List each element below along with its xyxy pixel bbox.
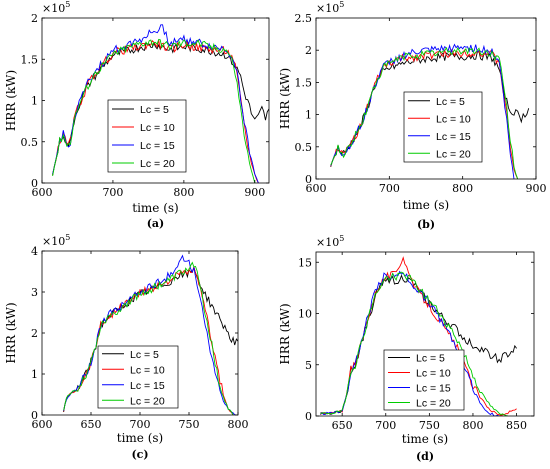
chart-panel-1: 600 700 800 900 0 0.5 1 1.5 2 ×105 time (s) HRR (kW…	[4, 0, 270, 230]
legend-entry: Lc = 15	[416, 383, 451, 395]
y-tick-label: 5	[305, 359, 312, 372]
x-axis-label: time (s)	[117, 431, 163, 445]
y-tick-label: 0	[31, 409, 38, 422]
legend-entry: Lc = 5	[140, 104, 169, 116]
y-tick-label: 0	[31, 177, 38, 190]
x-tick-label: 600	[306, 182, 327, 195]
series-line-lc5	[330, 51, 530, 168]
series-line-lc15	[63, 254, 237, 415]
y-tick-label: 2	[31, 12, 38, 25]
legend-box	[97, 345, 179, 409]
chart-panel-3: 600 650 700 750 800 0 1 2 3 4 ×105 time (s) HRR (kW)…	[4, 233, 249, 461]
legend-entry: Lc = 5	[416, 353, 445, 365]
y-tick-label: 1.5	[21, 53, 39, 66]
exponent-label: ×105	[42, 233, 70, 248]
plot-frame	[315, 17, 537, 180]
y-tick-label: 0	[305, 410, 312, 423]
y-axis-label: HRR (kW)	[4, 70, 18, 131]
exponent-label: ×105	[42, 0, 70, 15]
y-tick-label: 2.5	[295, 12, 313, 25]
y-tick-label: 2	[31, 327, 38, 340]
panel-label: (c)	[131, 448, 148, 461]
x-tick-label: 800	[173, 186, 194, 199]
series-line-lc20	[63, 261, 234, 415]
x-tick-label: 900	[526, 182, 547, 195]
chart-panel-2: 600 700 800 900 0 0.5 1 1.5 2 2.5×105 time (s) HRR …	[278, 0, 547, 231]
legend-entry: Lc = 20	[416, 398, 451, 410]
x-tick-label: 850	[506, 419, 527, 432]
legend-entry: Lc = 15	[140, 140, 175, 152]
x-tick-label: 800	[228, 418, 249, 431]
legend-box	[403, 91, 483, 163]
y-axis-label: HRR (kW)	[4, 302, 18, 363]
x-tick-label: 600	[32, 186, 53, 199]
legend-entry: Lc = 20	[436, 148, 471, 160]
y-axis-label: HRR (kW)	[278, 68, 292, 129]
x-tick-label: 700	[375, 419, 396, 432]
x-tick-label: 650	[81, 418, 102, 431]
y-tick-label: 0.5	[21, 136, 39, 149]
series-line-lc20	[320, 271, 508, 416]
y-tick-label: 4	[31, 245, 38, 258]
x-tick-label: 800	[452, 182, 473, 195]
x-tick-label: 700	[379, 182, 400, 195]
x-tick-label: 650	[332, 419, 353, 432]
y-tick-label: 0	[305, 173, 312, 186]
x-tick-label: 800	[462, 419, 483, 432]
series-line-lc15	[52, 24, 259, 183]
legend-entry: Lc = 5	[436, 96, 465, 108]
y-tick-label: 1	[31, 95, 38, 108]
legend-entry: Lc = 15	[436, 131, 471, 143]
x-tick-label: 600	[32, 418, 53, 431]
panel-label: (d)	[416, 450, 434, 463]
panel-label: (b)	[417, 218, 435, 231]
legend-entry: Lc = 15	[130, 380, 165, 392]
y-tick-label: 0.5	[295, 141, 313, 154]
y-tick-label: 1	[305, 109, 312, 122]
x-axis-label: time (s)	[402, 432, 448, 446]
legend-box	[383, 349, 465, 411]
y-tick-label: 10	[298, 308, 312, 321]
legend-entry: Lc = 20	[140, 158, 175, 170]
panel-label: (a)	[147, 217, 165, 230]
x-tick-label: 750	[179, 418, 200, 431]
exponent-power: 5	[339, 234, 344, 243]
exponent-label: ×105	[316, 234, 344, 249]
series-line-lc20	[52, 38, 256, 183]
legend-entry: Lc = 10	[416, 368, 451, 380]
y-tick-label: 3	[31, 286, 38, 299]
chart-panel-4: 650 700 750 800 850 0 5 10 15 ×105 time (s) HRR (kW…	[278, 234, 535, 463]
y-tick-label: 15	[298, 256, 312, 269]
exponent-power: 5	[339, 0, 344, 9]
x-axis-label: time (s)	[403, 198, 449, 212]
legend-box	[107, 99, 187, 173]
legend-entry: Lc = 10	[130, 364, 165, 376]
x-tick-label: 700	[130, 418, 151, 431]
y-axis-label: HRR (kW)	[278, 303, 292, 364]
plot-frame	[315, 251, 535, 417]
legend-entry: Lc = 20	[130, 395, 165, 407]
series-line-lc20	[330, 46, 519, 179]
y-tick-label: 2	[305, 44, 312, 57]
y-tick-label: 1.5	[295, 76, 313, 89]
exponent-power: 5	[65, 233, 70, 242]
x-tick-label: 900	[244, 186, 265, 199]
x-tick-label: 750	[419, 419, 440, 432]
x-tick-label: 700	[102, 186, 123, 199]
x-axis-label: time (s)	[132, 201, 178, 215]
legend-entry: Lc = 10	[436, 113, 471, 125]
legend-entry: Lc = 5	[130, 349, 159, 361]
exponent-power: 5	[65, 0, 70, 9]
y-tick-label: 1	[31, 368, 38, 381]
legend-entry: Lc = 10	[140, 122, 175, 134]
exponent-label: ×105	[316, 0, 344, 15]
